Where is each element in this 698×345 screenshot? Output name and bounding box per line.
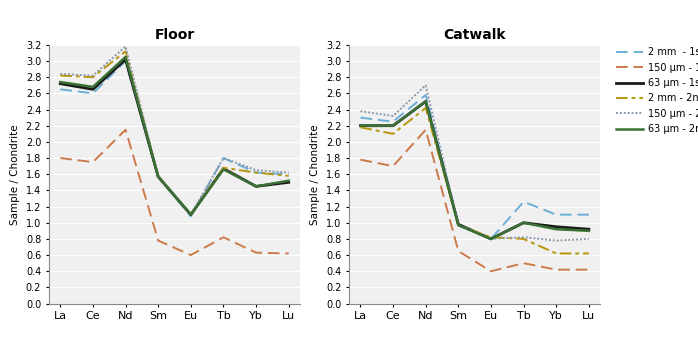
Title: Floor: Floor <box>154 28 195 42</box>
Y-axis label: Sample / Chondrite: Sample / Chondrite <box>311 124 320 225</box>
Legend: 2 mm  - 1st SC, 150 μm - 1st SC, 63 μm - 1st SC, 2 mm - 2nd SC, 150 μm - 2nd SC,: 2 mm - 1st SC, 150 μm - 1st SC, 63 μm - … <box>613 45 698 137</box>
Title: Catwalk: Catwalk <box>443 28 506 42</box>
Y-axis label: Sample / Chondrite: Sample / Chondrite <box>10 124 20 225</box>
